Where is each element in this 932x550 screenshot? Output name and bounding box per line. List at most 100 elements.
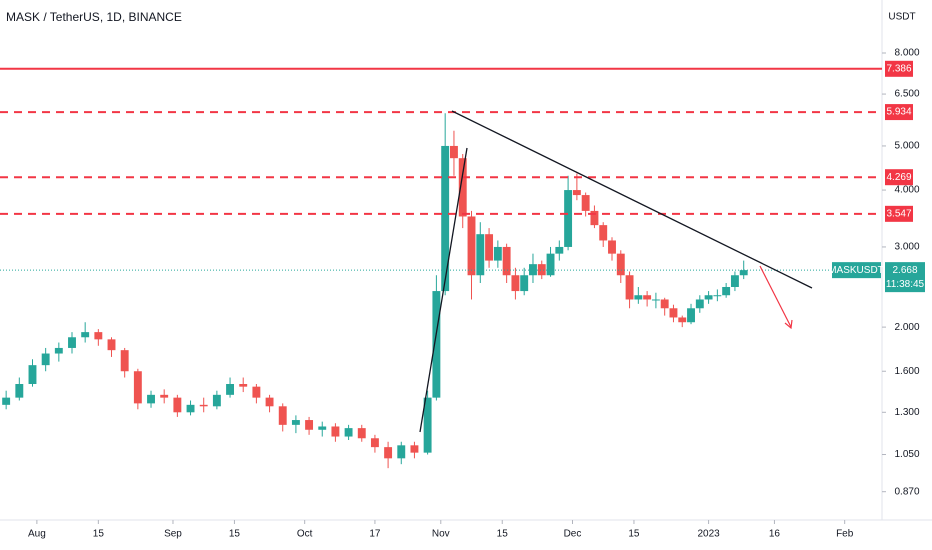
arrow [759,265,792,328]
candle-body [291,420,300,425]
candle-body [226,383,234,395]
candle-body [81,332,90,338]
level-label: 7.386 [886,63,911,74]
symbol-label: MASKUSDT [828,265,884,276]
x-tick-label: 15 [497,529,509,540]
candle-body [423,397,432,453]
candle-body [344,428,353,437]
candle-body [502,246,511,276]
candle-body [546,253,555,276]
y-tick-label: 6.500 [894,89,919,100]
level-label: 4.269 [886,172,911,183]
x-tick-label: 15 [229,529,241,540]
candle-body [687,308,695,323]
candle-body [41,353,50,366]
y-axis-label: USDT [888,12,915,23]
candle-body [458,158,467,217]
x-tick-label: 17 [369,529,381,540]
x-tick-label: 15 [628,529,640,540]
candle-body [730,275,739,287]
x-tick-label: Oct [297,529,313,540]
candle-body [265,397,274,407]
countdown-label: 11:38:45 [886,279,925,290]
candle-body [616,253,625,276]
level-label: 3.547 [886,208,911,219]
arrow-head [784,319,793,330]
candle-body [199,404,208,407]
candle-body [370,438,379,448]
candle-body [28,365,37,384]
candle-body [555,246,564,254]
candle-body [15,383,24,398]
candle-body [147,394,155,404]
level-label-bg [885,104,913,121]
candle-body [634,295,643,300]
candle-body [678,317,687,323]
candle-body [660,299,669,309]
candle-body [397,445,406,459]
candle-body [54,347,63,354]
candle-body [173,397,182,413]
candle-body [599,225,608,241]
candle-body [625,275,634,300]
y-tick-label: 1.600 [894,366,919,377]
candle-body [529,264,537,276]
level-label-bg [885,169,913,186]
candle-body [572,190,581,196]
candle-body [120,350,129,372]
candle-body [278,406,287,425]
level-label-bg [885,60,913,77]
candle-body [107,339,116,351]
x-tick-label: Sep [164,529,182,540]
trend-line [451,110,813,289]
candle-body [318,426,327,430]
x-tick-label: 15 [93,529,105,540]
candle-body [643,295,652,300]
candle-body [476,234,485,276]
candle-body [493,246,502,261]
candle-body [651,299,660,301]
y-tick-label: 1.300 [894,407,919,418]
x-tick-label: Feb [836,529,854,540]
symbol-label-bg [832,262,881,279]
candle-body [2,397,11,405]
last-price-label: 2.668 [892,265,917,276]
candle-body [432,291,441,398]
candle-body [160,394,169,398]
candle-body [410,445,419,453]
candle-body [704,295,713,300]
candle-body [511,275,520,292]
trend-line [419,147,468,433]
candle-body [239,383,248,387]
candle-body [590,210,599,226]
x-tick-label: 2023 [697,529,720,540]
chart-title: MASK / TetherUS, 1D, BINANCE [6,10,182,24]
candle-body [739,270,748,276]
candle-body [450,145,458,159]
last-price-label-bg [885,262,925,293]
candle-body [485,234,494,261]
x-tick-label: 16 [769,529,781,540]
y-tick-label: 2.000 [894,322,919,333]
candle-body [537,264,546,276]
y-tick-label: 3.000 [894,242,919,253]
candle-body [252,386,261,398]
y-tick-label: 8.000 [894,48,919,59]
x-tick-label: Nov [432,529,450,540]
x-tick-label: Dec [564,529,582,540]
y-tick-label: 1.050 [894,449,919,460]
candle-body [186,404,195,413]
candle-body [133,371,142,404]
plot-area [0,67,882,469]
y-tick-label: 5.000 [894,141,919,152]
candle-body [713,295,722,297]
level-label: 5.934 [886,107,911,118]
candle-body [441,145,450,292]
x-tick-label: Aug [28,529,46,540]
candle-body [695,299,704,309]
candle-body [94,332,103,340]
candle-body [564,190,573,247]
candle-body [608,240,616,254]
